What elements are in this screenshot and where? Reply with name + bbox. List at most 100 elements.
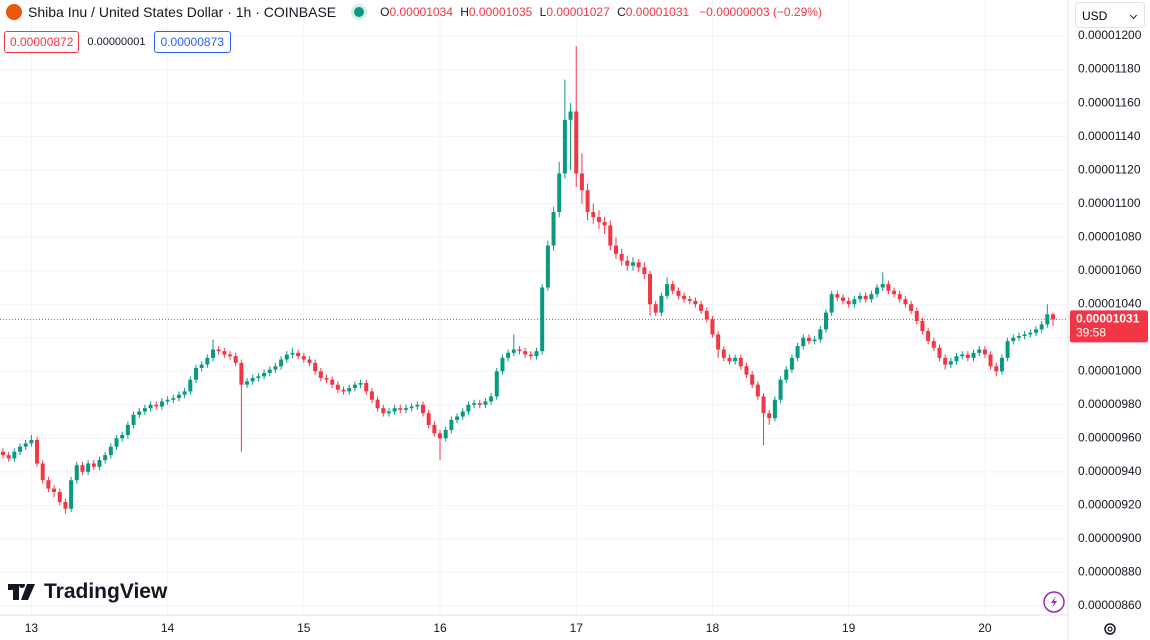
candles [0, 46, 1068, 514]
candle-body [386, 411, 391, 414]
y-tick-label: 0.00001140 [1078, 129, 1141, 143]
candle-body [909, 304, 914, 311]
candle-body [307, 359, 312, 363]
candle-body [114, 438, 119, 447]
gear-hub [1107, 626, 1113, 632]
candle-body [744, 366, 749, 375]
candle-body [750, 374, 755, 385]
x-tick-label: 15 [297, 621, 311, 635]
candle-body [29, 440, 34, 444]
candle-body [579, 173, 584, 191]
candle-body [733, 357, 738, 362]
candle-body [994, 366, 999, 372]
candle-body [738, 357, 743, 367]
y-tick-label: 0.00000980 [1078, 397, 1142, 411]
candle-body [1022, 334, 1027, 337]
y-tick-label: 0.00001100 [1078, 196, 1141, 210]
candle-body [449, 419, 454, 430]
y-tick-label: 0.00001180 [1078, 62, 1141, 76]
candle-body [63, 502, 68, 509]
candle-body [216, 349, 221, 352]
candle-body [193, 367, 198, 380]
candle-body [523, 351, 528, 355]
candle-body [1, 451, 5, 456]
grid [0, 0, 1068, 615]
x-tick-label: 18 [706, 621, 720, 635]
candle-body [823, 312, 828, 330]
candle-body [341, 389, 346, 392]
spread: 0.00000001 [87, 36, 146, 48]
market-status [354, 7, 365, 17]
candle-body [704, 310, 709, 320]
x-tick-label: 14 [161, 621, 175, 635]
candle-body [432, 424, 437, 434]
candle-body [562, 119, 567, 174]
candle-body [74, 465, 79, 481]
candle-body [914, 310, 919, 321]
candle-body [455, 416, 460, 420]
candle-body [369, 391, 374, 400]
sell-button[interactable]: 0.00000872 [4, 31, 80, 53]
candle-body [443, 429, 448, 439]
candle-body [880, 284, 885, 288]
y-tick-label: 0.00000880 [1078, 565, 1142, 579]
buy-button[interactable]: 0.00000873 [153, 31, 231, 53]
candle-body [982, 349, 987, 355]
y-tick-label: 0.00001200 [1078, 28, 1142, 42]
candle-body [52, 488, 57, 492]
change: −0.00000003 (−0.29%) [699, 5, 822, 19]
symbol[interactable]: Shiba Inu / United States Dollar · 1h · … [28, 4, 337, 20]
candle-body [585, 190, 590, 213]
candle-body [875, 287, 880, 295]
candle-body [477, 403, 482, 405]
candle-body [960, 354, 965, 357]
candle-body [131, 414, 136, 425]
candle-body [591, 212, 596, 218]
candle-body [182, 391, 187, 395]
brand-name: TradingView [44, 580, 168, 603]
candle-body [120, 434, 125, 439]
candle-body [755, 384, 760, 397]
settings-icon[interactable] [1104, 623, 1116, 635]
x-tick-label: 17 [570, 621, 584, 635]
trade-buttons: 0.00000872 0.00000001 0.00000873 [4, 31, 231, 53]
candle-body [137, 411, 142, 415]
candle-body [364, 383, 369, 392]
candle-body [511, 349, 516, 353]
y-tick-label: 0.00001060 [1078, 263, 1142, 277]
candle-body [176, 394, 181, 399]
news-icon[interactable] [1043, 591, 1065, 613]
y-tick-label: 0.00000940 [1078, 464, 1142, 478]
candle-body [699, 304, 704, 311]
candle-body [403, 408, 408, 410]
candle-body [665, 284, 670, 296]
candle-body [284, 354, 289, 360]
y-tick-label: 0.00000900 [1078, 531, 1142, 545]
price-label-text: 0.00001031 [1076, 311, 1140, 325]
candle-body [636, 262, 641, 268]
symbol-icon [6, 4, 22, 20]
candle-body [18, 446, 23, 452]
candle-body [159, 401, 164, 407]
candle-body [279, 359, 284, 367]
ohlc-value: 0.00001027 [546, 5, 610, 19]
x-tick-label: 16 [433, 621, 447, 635]
brand-logo [8, 584, 35, 600]
candle-body [931, 341, 936, 348]
candle-body [551, 212, 556, 246]
x-tick-label: 20 [978, 621, 992, 635]
candle-body [602, 222, 607, 226]
ohlc-label: O [380, 5, 390, 19]
candle-body [154, 404, 159, 407]
ohlc-value: 0.00001034 [389, 5, 453, 19]
candle-body [653, 304, 658, 313]
candle-body [886, 284, 891, 291]
candle-body [659, 295, 664, 313]
x-tick-label: 19 [842, 621, 856, 635]
candle-body [903, 299, 908, 305]
y-tick-label: 0.00000920 [1078, 498, 1142, 512]
currency-select[interactable]: USD [1075, 2, 1145, 28]
countdown: 39:58 [1076, 325, 1106, 339]
